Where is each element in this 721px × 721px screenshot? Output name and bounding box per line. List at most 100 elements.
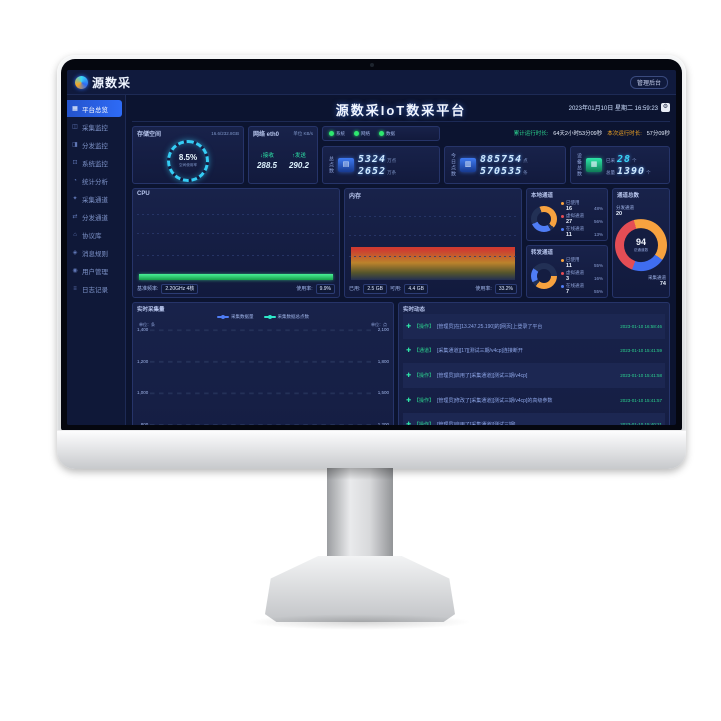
memory-used-value: 2.5 GB: [363, 283, 387, 294]
network-title: 网络 eth0: [253, 132, 280, 138]
uptime-session-value: 57分09秒: [646, 131, 670, 137]
system-monitor-icon: ⊡: [72, 160, 78, 166]
cpu-freq-value: 2.20GHz 4核: [161, 283, 199, 294]
legend-dot-icon: [561, 214, 564, 218]
devices-card: 设备总数 ▦ 已采 28 个 总量 1390 个: [570, 146, 670, 184]
today-points-value2: 570535: [480, 165, 523, 177]
storage-title: 存储空间: [137, 132, 162, 138]
status-data: 数据: [379, 131, 395, 137]
down-arrow-icon: ↓: [260, 153, 263, 159]
cpu-card: CPU 基准频率: 2.20GHz 4核 使用率: 9.9%: [132, 188, 340, 298]
legend-item: 在线通道 7 55%: [561, 283, 603, 295]
today-points-label: 今日点数: [450, 153, 456, 177]
legend-dot-icon: [561, 227, 564, 231]
sidebar-item-system-monitor[interactable]: ⊡ 系统监控: [67, 154, 122, 171]
send-value: 290.2: [288, 161, 310, 170]
monitor-chin: [57, 430, 686, 469]
channel-total-value: 94: [635, 237, 646, 248]
total-points-value1: 5324: [358, 153, 387, 165]
device-icon: ▦: [586, 158, 602, 172]
legend-item: 在线通道 11 13%: [561, 226, 603, 238]
collect-channel-callout: 采集通道 74: [648, 275, 666, 287]
sidebar-item-user-mgmt[interactable]: ◉ 用户管理: [67, 262, 122, 279]
legend-series-1: 采集数据量: [217, 314, 254, 320]
line-marker-icon: [217, 315, 229, 319]
total-points-label: 总点数: [328, 156, 334, 174]
channel-total-title: 通道总数: [617, 193, 640, 199]
local-channel-donut: [531, 206, 557, 232]
system-row: CPU 基准频率: 2.20GHz 4核 使用率: 9.9%: [132, 188, 670, 298]
log-row[interactable]: ✚ 【通道】 [采集通道][17][测试三期/v4cp]连接断开 2023-01-10…: [406, 348, 662, 355]
recv-label: 接收: [262, 153, 274, 159]
legend-item: 已使用 16 48%: [561, 200, 603, 212]
recv-value: 288.5: [256, 161, 278, 170]
memory-free-label: 可用:: [389, 286, 402, 292]
unit: 个: [632, 157, 637, 163]
settings-icon[interactable]: ⚙: [661, 103, 670, 112]
sidebar-item-label: 分发通道: [82, 214, 108, 222]
sidebar-item-message-rule[interactable]: ◈ 消息规则: [67, 244, 122, 261]
activity-title: 实时动态: [403, 307, 426, 313]
devices-line1-label: 已采: [606, 157, 615, 163]
status-label: 系统: [336, 130, 345, 136]
realtime-plot-area: [150, 328, 376, 425]
log-row[interactable]: ✚ 【操作】 [管理员]启用了[采集通道][测试三期/v4cp] 2023-01-10…: [403, 363, 665, 388]
stats-analysis-icon: ◔: [73, 177, 77, 184]
storage-percent: 8.5%: [178, 153, 198, 162]
storage-card: 存储空间 16.6/232.8GB 8.5% 空间使用率: [132, 126, 244, 184]
sidebar-item-protocol-lib[interactable]: ⌂ 协议库: [67, 226, 122, 243]
dispatch-channel-callout: 分发通道 20: [616, 205, 634, 217]
sidebar-item-overview[interactable]: ▦ 平台总览: [67, 100, 122, 117]
collect-channel-icon: ✦: [72, 196, 78, 202]
counter-icon: ▥: [460, 158, 476, 172]
status-label: 网络: [361, 130, 370, 136]
total-points-card: 总点数 ▤ 5324 万点 2652 万条: [322, 146, 440, 184]
forward-channel-panel: 转发通道 已使用 11 55% 虚拟通道 3 16% 在线通道 7 55%: [526, 245, 608, 298]
sidebar-item-label: 消息规则: [82, 250, 108, 258]
memory-chart: [349, 202, 517, 281]
memory-title: 内存: [349, 194, 362, 200]
dashboard: 源数采 管理后台 ▦ 平台总览 ◫ 采集监控 ◨ 分发监控 ⊡ 系统监控 ◔ 统计分析 ✦…: [67, 70, 676, 425]
message-rule-icon: ◈: [72, 250, 78, 256]
memory-usage-area: [351, 246, 515, 280]
sidebar-item-dispatch-monitor[interactable]: ◨ 分发监控: [67, 136, 122, 153]
uptime-info: 累计运行时长: 64天2小时53分09秒 本次运行时长: 57分09秒: [514, 126, 670, 140]
unit: 个: [646, 169, 651, 175]
storage-caption: 空间使用率: [179, 162, 197, 167]
sidebar-item-label: 日志记录: [82, 286, 108, 294]
log-row[interactable]: ✚【操作】[管理员]启用了[采集通道][测试三期]2023-01-10 15:4…: [403, 412, 665, 425]
sidebar-item-collect-channel[interactable]: ✦ 采集通道: [67, 190, 122, 207]
logo-text: 源数采: [92, 75, 132, 90]
right-axis-unit: 单位：点: [371, 322, 387, 327]
sidebar-item-dispatch-channel[interactable]: ⇄ 分发通道: [67, 208, 122, 225]
monitor-stand-base: [265, 556, 455, 622]
total-points-value2: 2652: [358, 165, 387, 177]
status-system: 系统: [329, 131, 345, 137]
sidebar-item-label: 用户管理: [82, 268, 108, 276]
admin-button[interactable]: 管理后台: [629, 75, 668, 89]
plus-icon: ✚: [406, 397, 412, 404]
status-indicator-card: 系统 网络 数据: [322, 126, 440, 141]
uptime-total-value: 64天2小时53分09秒: [553, 131, 603, 137]
activity-log-card: 实时动态 ✚ 【操作】 [管理员]在[13.247.25.190]的[网页]上登录了…: [398, 302, 670, 425]
legend-dot-icon: [561, 284, 564, 288]
log-row[interactable]: ✚ 【操作】 [管理员]在[13.247.25.190]的[网页]上登录了平台 202…: [403, 314, 665, 339]
log-row[interactable]: ✚ 【操作】 [管理员]修改了[采集通道][测试三期/v4cp]的高级参数 2023-…: [406, 397, 662, 404]
sidebar-item-label: 分发监控: [82, 142, 108, 150]
sidebar-item-stats-analysis[interactable]: ◔ 统计分析: [67, 172, 122, 189]
realtime-chart-title: 实时采集量: [137, 307, 165, 313]
sidebar-item-collect-monitor[interactable]: ◫ 采集监控: [67, 118, 122, 135]
cpu-freq-label: 基准频率:: [137, 286, 159, 292]
channel-total-panel: 通道总数 94 总通道数 分发通: [612, 188, 670, 298]
left-axis-unit: 单位：条: [139, 322, 155, 327]
collect-monitor-icon: ◫: [72, 124, 78, 130]
logo-icon: [75, 75, 88, 89]
dashboard-grid-icon: ▦: [72, 106, 78, 112]
network-recv: ↓接收 288.5: [257, 151, 277, 170]
cpu-usage-label: 使用率:: [296, 286, 313, 292]
protocol-lib-icon: ⌂: [73, 231, 77, 238]
sidebar-item-log-record[interactable]: ≡ 日志记录: [67, 280, 122, 297]
sidebar-item-label: 采集通道: [82, 196, 108, 204]
